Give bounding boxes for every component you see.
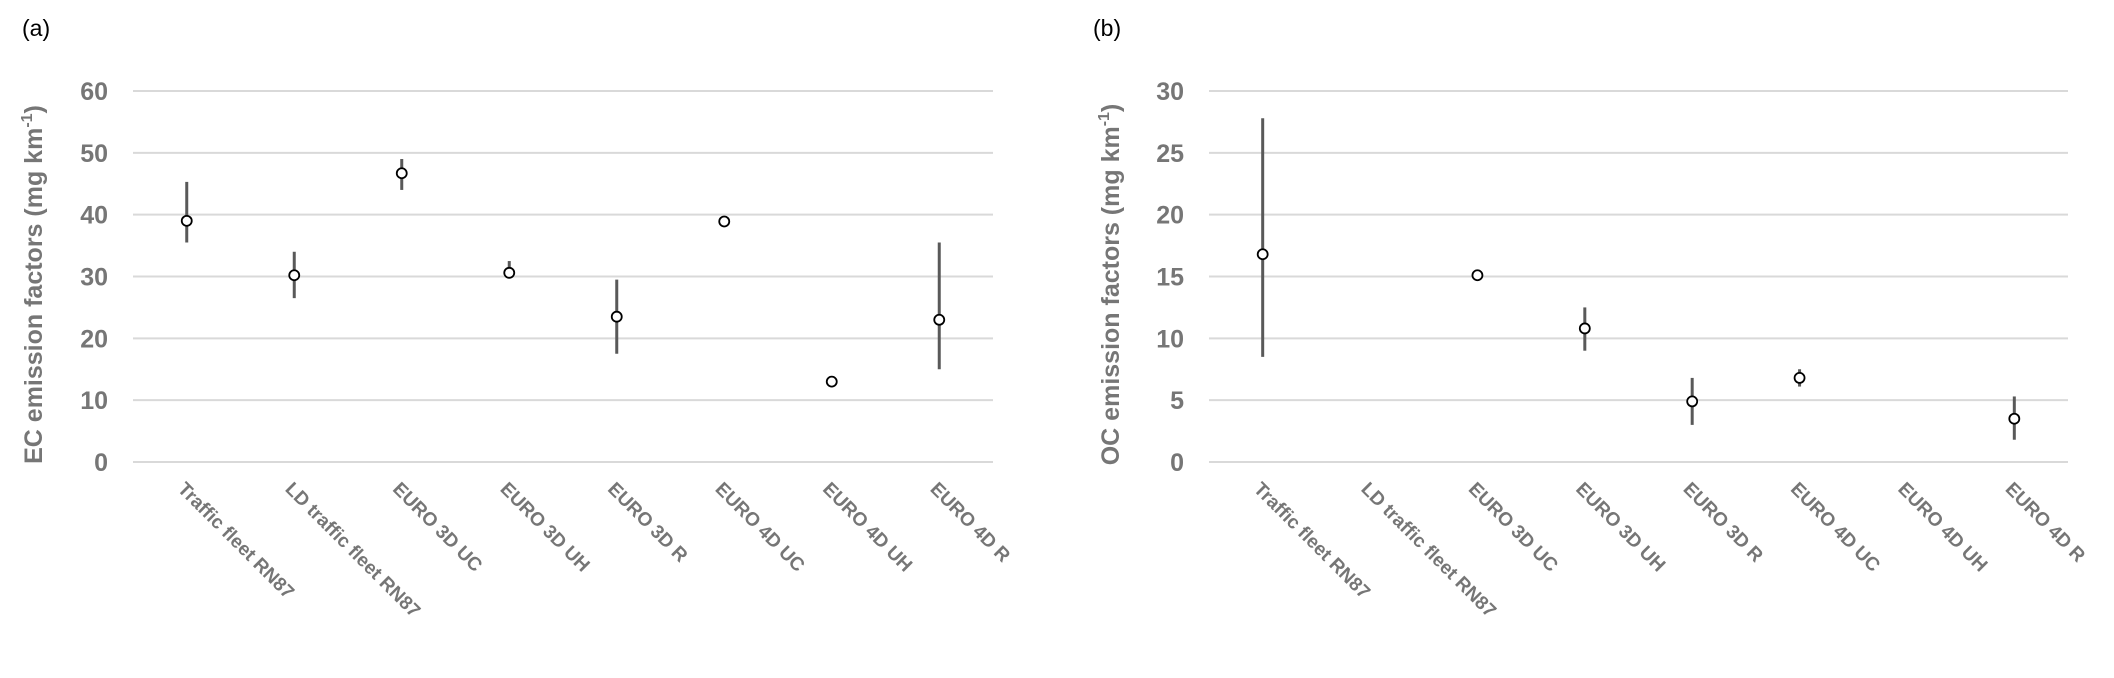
y-axis-title-close: )	[1097, 104, 1125, 112]
data-point	[2008, 412, 2021, 425]
data-point	[825, 375, 838, 388]
x-category-label: EURO 3D UH	[1571, 479, 1669, 577]
x-category-label: EURO 3D UC	[1464, 479, 1562, 577]
data-point	[180, 214, 193, 227]
x-category-label: EURO 4D UH	[1893, 479, 1991, 577]
chart-panel-b: (b) 0 5 10 15 20 25 30 OC emission factors (mg k…	[1093, 15, 2089, 622]
y-tick-label: 10	[80, 387, 108, 415]
x-category-label: Traffic fleet RN87	[173, 479, 298, 604]
y-tick-label: 5	[1170, 387, 1184, 415]
y-axis-title-text: OC emission factors (mg km	[1097, 126, 1125, 465]
y-tick-label: 40	[80, 202, 108, 230]
data-point	[610, 310, 623, 323]
x-category-label: EURO 4D UH	[818, 479, 916, 577]
y-tick-label: 0	[1170, 449, 1184, 477]
data-point	[933, 313, 946, 326]
y-tick-label: 60	[80, 78, 108, 106]
x-category-label: EURO 3D R	[1679, 479, 1767, 567]
data-point	[1686, 395, 1699, 408]
data-point	[1793, 372, 1806, 384]
panel-label: (b)	[1093, 15, 1121, 41]
y-tick-label: 20	[1156, 202, 1184, 230]
y-tick-label: 30	[80, 264, 108, 292]
data-point	[718, 215, 731, 228]
y-tick-label: 25	[1156, 140, 1184, 168]
x-category-label: EURO 4D R	[2001, 479, 2089, 567]
panel-label: (a)	[22, 15, 50, 41]
x-category-label: EURO 4D R	[926, 479, 1014, 567]
y-axis-title: EC emission factors (mg km-1)	[19, 105, 48, 464]
x-category-label: EURO 4D UC	[1786, 479, 1884, 577]
data-point	[1256, 248, 1269, 261]
y-tick-label: 30	[1156, 78, 1184, 106]
y-tick-label: 0	[94, 449, 108, 477]
x-category-label: EURO 3D UH	[496, 479, 594, 577]
chart-panel-a: (a) 0 10 20 30 40 50 60 EC emission factors (mg …	[19, 15, 1014, 622]
x-category-label: EURO 3D R	[603, 479, 691, 567]
y-tick-label: 10	[1156, 325, 1184, 353]
data-point	[1578, 322, 1591, 335]
data-point	[503, 266, 516, 279]
data-point	[288, 269, 301, 282]
x-category-label: EURO 4D UC	[711, 479, 809, 577]
y-axis-title-text: EC emission factors (mg km	[20, 128, 48, 464]
y-tick-label: 20	[80, 325, 108, 353]
x-category-label: EURO 3D UC	[388, 479, 486, 577]
data-point	[1471, 269, 1484, 282]
y-axis-title-sup: -1	[1096, 112, 1113, 126]
y-axis-title-close: )	[20, 105, 48, 113]
y-tick-label: 50	[80, 140, 108, 168]
y-axis-title: OC emission factors (mg km-1)	[1096, 104, 1125, 466]
y-tick-label: 15	[1156, 264, 1184, 292]
x-category-label: Traffic fleet RN87	[1249, 479, 1374, 604]
y-axis-title-sup: -1	[19, 113, 36, 127]
data-point	[395, 167, 408, 180]
